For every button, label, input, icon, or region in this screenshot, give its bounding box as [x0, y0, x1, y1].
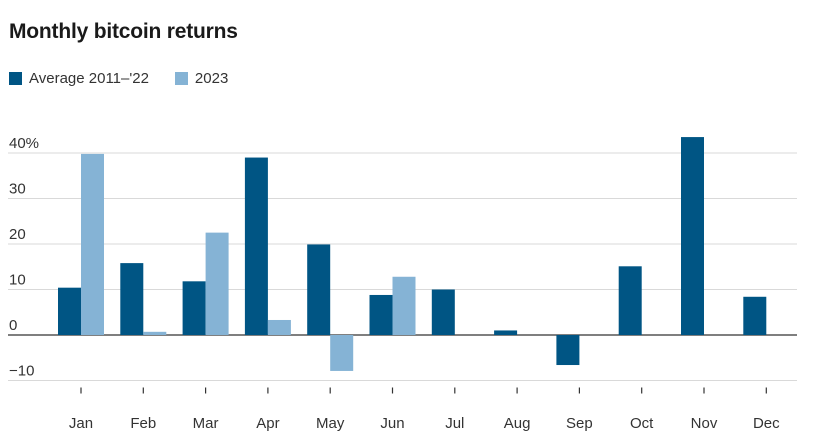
y-tick-label: 20 [9, 226, 26, 243]
x-tick-label: Jan [69, 415, 93, 432]
bar-average [743, 296, 767, 335]
bar-average [58, 287, 81, 335]
bar-average [618, 266, 642, 335]
bar-average [307, 244, 331, 335]
legend-label-2023: 2023 [194, 70, 229, 87]
x-tick-label: Sep [566, 415, 593, 432]
chart-title: Monthly bitcoin returns [9, 20, 238, 43]
y-tick-label: 0 [9, 317, 17, 334]
bar-2023 [392, 276, 416, 335]
bar-average [244, 157, 268, 335]
bar-average [182, 281, 206, 335]
legend: Average 2011–'22 2023 [9, 70, 254, 87]
bar-average [431, 289, 455, 335]
y-tick-label: −10 [9, 363, 34, 380]
bar-2023 [143, 331, 167, 335]
bar-2023 [267, 319, 291, 335]
y-tick-label: 40% [9, 135, 39, 152]
bar-average [681, 137, 704, 335]
legend-item-average: Average 2011–'22 [9, 70, 149, 87]
bar-2023 [205, 232, 229, 335]
legend-label-average: Average 2011–'22 [29, 70, 149, 87]
bar-2023 [330, 335, 354, 371]
bar-average [369, 294, 393, 335]
bar-average [120, 263, 144, 335]
x-tick-label: Dec [753, 415, 780, 432]
x-tick-label: Apr [256, 415, 279, 432]
legend-swatch-average [9, 72, 22, 85]
x-tick-label: Nov [691, 415, 718, 432]
y-tick-label: 10 [9, 272, 26, 289]
x-tick-label: Aug [504, 415, 531, 432]
x-tick-label: Feb [130, 415, 156, 432]
x-tick-label: May [316, 415, 345, 432]
legend-swatch-2023 [174, 72, 188, 85]
x-tick-label: Oct [630, 415, 654, 432]
x-tick-label: Jul [445, 415, 464, 432]
bar-average [494, 330, 518, 335]
bar-2023 [81, 153, 104, 335]
bar-average [556, 335, 580, 366]
x-tick-label: Jun [380, 415, 404, 432]
x-tick-label: Mar [193, 415, 219, 432]
legend-item-2023: 2023 [174, 70, 229, 87]
y-tick-label: 30 [9, 181, 26, 198]
